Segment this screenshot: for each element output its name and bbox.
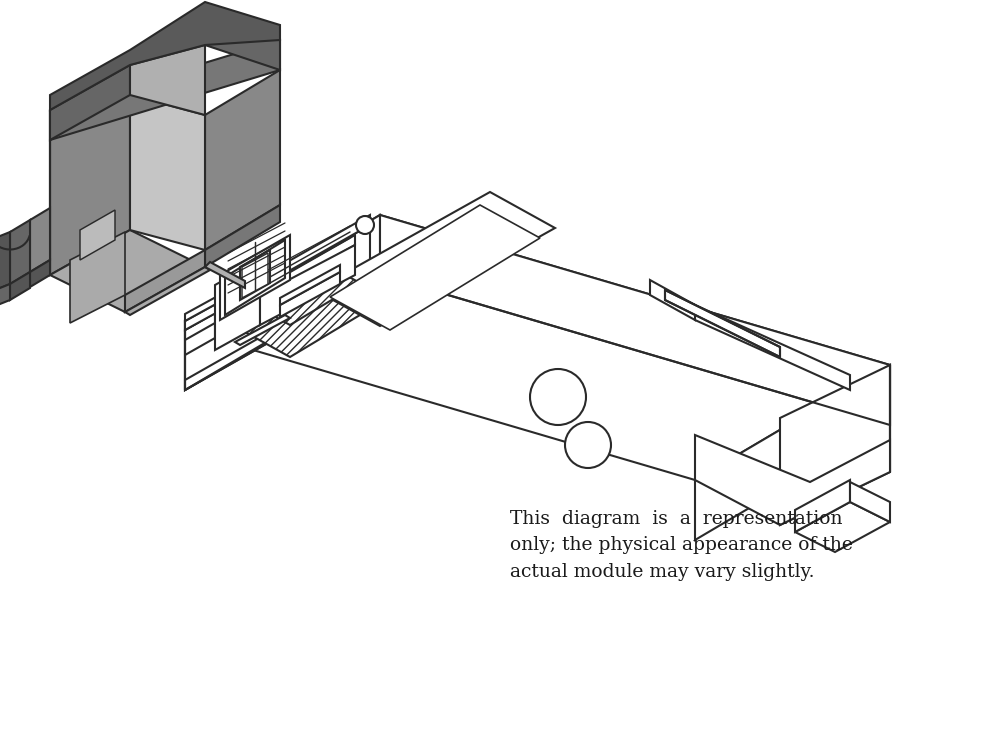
Polygon shape	[205, 205, 280, 267]
Polygon shape	[280, 265, 340, 305]
Polygon shape	[50, 65, 130, 140]
Polygon shape	[260, 245, 355, 325]
Polygon shape	[205, 70, 280, 250]
Polygon shape	[242, 253, 268, 298]
Text: This  diagram  is  a  representation
only; the physical appearance of the
actual: This diagram is a representation only; t…	[510, 510, 853, 580]
Polygon shape	[380, 215, 890, 425]
Polygon shape	[205, 15, 280, 70]
Polygon shape	[215, 235, 355, 325]
Polygon shape	[185, 275, 370, 390]
Polygon shape	[185, 215, 370, 330]
Circle shape	[565, 422, 611, 468]
Polygon shape	[50, 95, 130, 275]
Polygon shape	[205, 262, 245, 288]
Polygon shape	[330, 205, 540, 330]
Polygon shape	[10, 272, 30, 300]
Polygon shape	[245, 258, 360, 325]
Polygon shape	[185, 215, 890, 480]
Polygon shape	[0, 232, 10, 292]
Polygon shape	[695, 435, 890, 525]
Polygon shape	[220, 235, 290, 320]
Polygon shape	[240, 250, 270, 300]
Polygon shape	[130, 45, 205, 115]
Polygon shape	[80, 210, 115, 260]
Polygon shape	[795, 480, 850, 532]
Polygon shape	[245, 290, 360, 357]
Polygon shape	[215, 260, 260, 350]
Polygon shape	[50, 40, 280, 140]
Polygon shape	[315, 192, 555, 326]
Polygon shape	[665, 290, 780, 357]
Polygon shape	[125, 267, 210, 315]
Polygon shape	[850, 482, 890, 522]
Polygon shape	[695, 305, 850, 390]
Polygon shape	[280, 272, 340, 317]
Polygon shape	[30, 208, 50, 272]
Polygon shape	[70, 232, 125, 323]
Polygon shape	[30, 260, 50, 287]
Circle shape	[530, 369, 586, 425]
Polygon shape	[650, 280, 695, 320]
Polygon shape	[780, 365, 890, 525]
Polygon shape	[125, 250, 205, 312]
Polygon shape	[235, 315, 290, 345]
Polygon shape	[695, 365, 890, 540]
Polygon shape	[185, 281, 245, 321]
Polygon shape	[130, 95, 205, 250]
Polygon shape	[0, 284, 10, 308]
Polygon shape	[50, 2, 280, 110]
Polygon shape	[795, 502, 890, 552]
Polygon shape	[185, 225, 370, 390]
Polygon shape	[185, 288, 245, 330]
Polygon shape	[10, 220, 30, 284]
Polygon shape	[50, 230, 205, 312]
Polygon shape	[225, 240, 285, 315]
Circle shape	[356, 216, 374, 234]
Polygon shape	[185, 215, 380, 390]
